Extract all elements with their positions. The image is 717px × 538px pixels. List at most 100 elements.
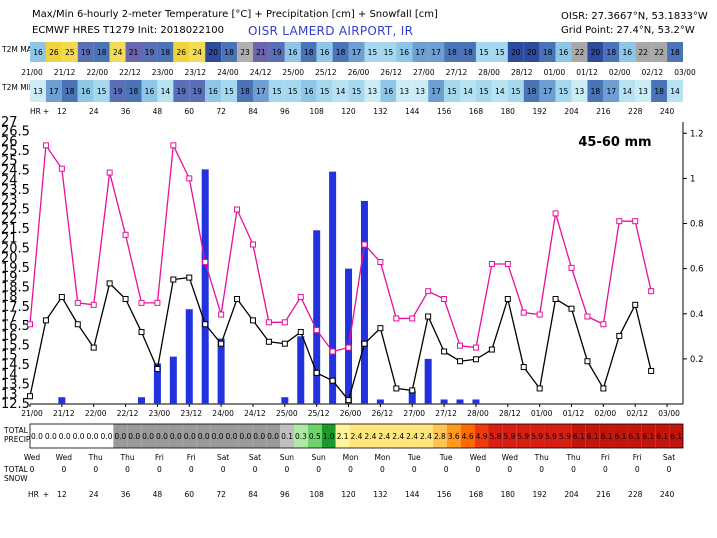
- precip-bar: [281, 397, 289, 404]
- date-label: 22/00: [86, 68, 108, 77]
- hr-bottom-value: 192: [532, 490, 547, 499]
- precip-value: 0.0: [184, 432, 196, 441]
- t2m-min-point: [90, 344, 97, 351]
- hr-value: 24: [89, 107, 99, 116]
- hr-bottom-value: 120: [341, 490, 356, 499]
- y-tick-label: 25: [1, 154, 18, 169]
- hr-value: 60: [184, 107, 194, 116]
- y-tick-label: 21.5: [1, 222, 30, 237]
- hr-bottom-value: 132: [373, 490, 388, 499]
- t2m-max-cell: [635, 42, 652, 62]
- t2m-min-value: 14: [495, 87, 505, 96]
- t2m-min-value: 16: [208, 87, 218, 96]
- hr-bottom-value: 12: [57, 490, 67, 499]
- t2m-max-value: 16: [320, 48, 330, 57]
- t2m-min-point: [249, 317, 256, 324]
- t2m-max-cell: [61, 42, 78, 62]
- t2m-min-point: [616, 332, 623, 339]
- t2m-min-cell: [284, 80, 301, 102]
- t2m-max-point: [600, 321, 607, 328]
- chart-title: Max/Min 6-hourly 2-meter Temperature [°C…: [32, 9, 438, 20]
- hr-bottom-label: HR: [28, 490, 39, 499]
- t2m-max-value: 15: [495, 48, 505, 57]
- t2m-max-value: 22: [638, 48, 648, 57]
- precip-label-1: TOTAL: [3, 426, 29, 435]
- day-label: Sun: [280, 453, 295, 462]
- snow-value: 0: [539, 465, 544, 474]
- t2m-max-cell: [109, 42, 126, 62]
- precip-cell: [627, 424, 642, 448]
- precip-value: 6.1: [587, 432, 599, 441]
- y-tick-label: 17: [1, 309, 18, 324]
- precip-value: 4.9: [476, 432, 488, 441]
- precip-value: 0.3: [295, 432, 307, 441]
- t2m-min-point: [568, 305, 575, 312]
- t2m-max-cell: [539, 42, 556, 62]
- date-label: 02/12: [642, 68, 664, 77]
- snow-value: 0: [157, 465, 162, 474]
- t2m-max-value: 15: [479, 48, 489, 57]
- hr-value: 156: [437, 107, 452, 116]
- t2m-max-point: [552, 210, 559, 217]
- precip-value: 6.1: [615, 432, 627, 441]
- t2m-max-value: 16: [400, 48, 410, 57]
- precip-cell: [377, 424, 392, 448]
- t2m-max-line: [29, 142, 652, 353]
- t2m-max-value: 20: [591, 48, 601, 57]
- x-tick-label: 25/12: [308, 409, 330, 418]
- precip-bar: [408, 390, 416, 404]
- t2m-min-value: 18: [527, 87, 537, 96]
- t2m-max-point: [42, 142, 49, 149]
- t2m-min-value: 18: [654, 87, 664, 96]
- x-tick-label: 22/00: [85, 409, 107, 418]
- date-label: 25/12: [315, 68, 337, 77]
- t2m-min-value: 15: [320, 87, 330, 96]
- precip-bar: [329, 171, 337, 404]
- x-tick-label: 26/12: [372, 409, 394, 418]
- t2m-max-cell: [396, 42, 413, 62]
- date-label: 25/00: [282, 68, 304, 77]
- precip-bar: [297, 336, 305, 404]
- x-tick-label: 25/00: [276, 409, 298, 418]
- t2m-max-cell: [252, 42, 269, 62]
- t2m-min-point: [520, 364, 527, 371]
- snow-value: 0: [667, 465, 672, 474]
- date-label: 21/00: [21, 68, 43, 77]
- station-coords: OISR: 27.3667°N, 53.1833°W: [561, 11, 708, 22]
- precip-cell: [641, 424, 656, 448]
- t2m-max-point: [122, 231, 129, 238]
- t2m-max-cell: [555, 42, 572, 62]
- t2m-max-value: 26: [49, 48, 59, 57]
- day-label: Sat: [663, 453, 675, 462]
- y-tick-label: 16.5: [1, 319, 30, 334]
- hr-bottom-value: 216: [596, 490, 611, 499]
- t2m-min-value: 16: [304, 87, 314, 96]
- precip-cell: [321, 424, 336, 448]
- t2m-max-value: 20: [527, 48, 537, 57]
- precip-cell: [419, 424, 433, 448]
- t2m-max-value: 18: [304, 48, 314, 57]
- t2m-max-point: [409, 315, 416, 322]
- t2m-max-point: [441, 295, 448, 302]
- hr-bottom-value: 228: [628, 490, 643, 499]
- t2m-min-value: 14: [336, 87, 346, 96]
- t2m-min-cell: [603, 80, 620, 102]
- day-label: Wed: [502, 453, 519, 462]
- precip-bar: [201, 169, 209, 404]
- hr-bottom-value: 36: [121, 490, 131, 499]
- day-label: Fri: [187, 453, 196, 462]
- t2m-min-cell: [252, 80, 269, 102]
- precip-cell: [530, 424, 545, 448]
- t2m-max-cell: [30, 42, 46, 62]
- t2m-min-value: 15: [288, 87, 298, 96]
- y2-tick-label: 1.2: [690, 129, 704, 139]
- y-tick-label: 12.5: [1, 397, 30, 412]
- precip-cell: [474, 424, 489, 448]
- t2m-min-point: [425, 313, 432, 320]
- x-tick-label: 02/00: [595, 409, 617, 418]
- date-label: 24/12: [250, 68, 272, 77]
- t2m-min-label: T2M MIN: [1, 83, 35, 92]
- t2m-min-value: 14: [463, 87, 473, 96]
- x-tick-label: 24/00: [212, 409, 234, 418]
- t2m-min-value: 18: [129, 87, 139, 96]
